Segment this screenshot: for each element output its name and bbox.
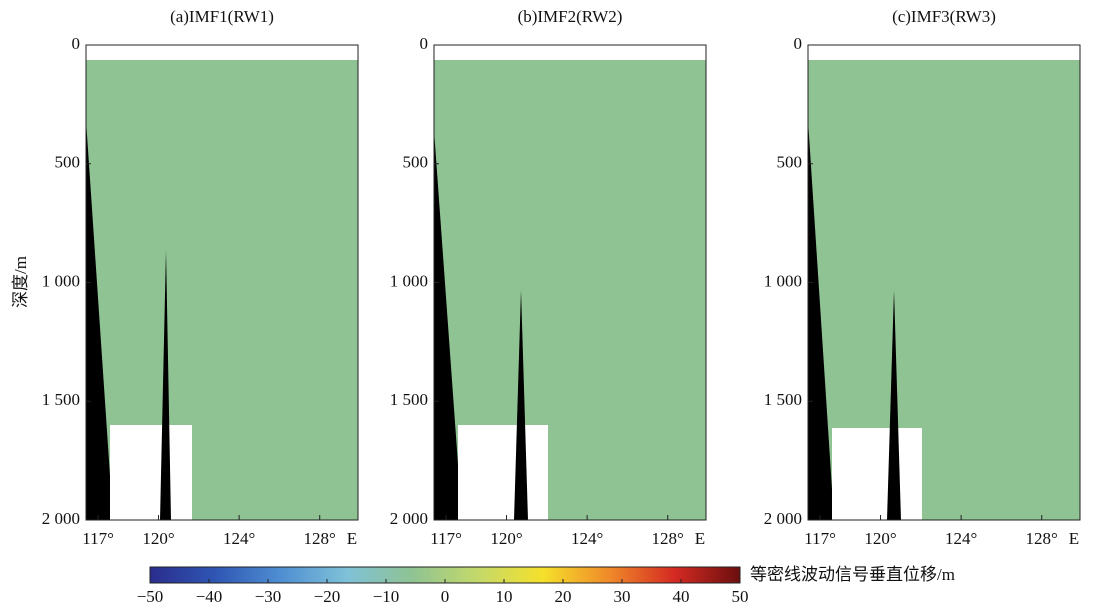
x-tick-label: 120° bbox=[142, 529, 174, 548]
colorbar-tick-label: −30 bbox=[255, 587, 282, 606]
y-tick-label: 500 bbox=[55, 153, 81, 172]
x-axis-label: E bbox=[347, 529, 357, 548]
y-tick-label: 1 000 bbox=[42, 271, 80, 290]
y-tick-label: 1 500 bbox=[42, 390, 80, 409]
topography bbox=[514, 290, 528, 520]
topography bbox=[160, 250, 171, 520]
x-tick-label: 120° bbox=[864, 529, 896, 548]
x-axis-label: E bbox=[695, 529, 705, 548]
topography bbox=[86, 120, 113, 520]
x-tick-label: 128° bbox=[652, 529, 684, 548]
x-tick-label: 117° bbox=[82, 529, 114, 548]
y-tick-label: 1 000 bbox=[764, 271, 802, 290]
y-tick-label: 0 bbox=[420, 34, 429, 53]
x-tick-label: 124° bbox=[571, 529, 603, 548]
topography bbox=[434, 130, 462, 520]
y-tick-label: 2 000 bbox=[764, 509, 802, 528]
x-tick-label: 117° bbox=[430, 529, 462, 548]
colorbar-label: 等密线波动信号垂直位移/m bbox=[750, 565, 955, 584]
x-tick-label: 124° bbox=[223, 529, 255, 548]
y-tick-label: 2 000 bbox=[42, 509, 80, 528]
panel-title: (a)IMF1(RW1) bbox=[170, 7, 274, 26]
colorbar-tick-label: 40 bbox=[673, 587, 690, 606]
panel-title: (c)IMF3(RW3) bbox=[892, 7, 996, 26]
x-tick-label: 128° bbox=[304, 529, 336, 548]
colorbar-tick-label: −50 bbox=[137, 587, 164, 606]
panel-title: (b)IMF2(RW2) bbox=[518, 7, 623, 26]
colorbar-tick-label: −10 bbox=[373, 587, 400, 606]
no-data-area bbox=[458, 425, 548, 520]
y-tick-label: 0 bbox=[72, 34, 81, 53]
y-tick-label: 1 500 bbox=[390, 390, 428, 409]
x-axis-label: E bbox=[1069, 529, 1079, 548]
x-tick-label: 128° bbox=[1026, 529, 1058, 548]
colorbar-tick-label: 20 bbox=[555, 587, 572, 606]
colorbar-tick-label: 0 bbox=[441, 587, 450, 606]
no-data-area bbox=[110, 425, 192, 520]
y-tick-label: 500 bbox=[403, 153, 429, 172]
topography bbox=[887, 290, 901, 520]
colorbar-tick-label: 10 bbox=[496, 587, 513, 606]
topography bbox=[808, 120, 834, 520]
no-data-area bbox=[832, 428, 922, 520]
x-tick-label: 120° bbox=[490, 529, 522, 548]
y-tick-label: 1 000 bbox=[390, 271, 428, 290]
x-tick-label: 124° bbox=[945, 529, 977, 548]
y-tick-label: 1 500 bbox=[764, 390, 802, 409]
colorbar-tick-label: 50 bbox=[732, 587, 749, 606]
y-tick-label: 2 000 bbox=[390, 509, 428, 528]
y-tick-label: 0 bbox=[794, 34, 803, 53]
y-tick-label: 500 bbox=[777, 153, 803, 172]
x-tick-label: 117° bbox=[804, 529, 836, 548]
colorbar-tick-label: 30 bbox=[614, 587, 631, 606]
colorbar-tick-label: −40 bbox=[196, 587, 223, 606]
y-axis-label: 深度/m bbox=[11, 256, 30, 308]
colorbar-tick-label: −20 bbox=[314, 587, 341, 606]
